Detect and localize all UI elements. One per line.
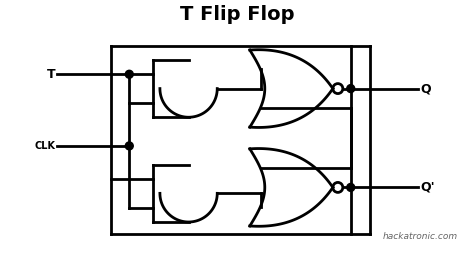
Text: hackatronic.com: hackatronic.com xyxy=(382,232,457,241)
Text: Q': Q' xyxy=(421,181,436,194)
Circle shape xyxy=(125,142,133,150)
Text: T: T xyxy=(46,68,55,81)
Circle shape xyxy=(347,183,355,191)
Text: Q: Q xyxy=(421,82,431,95)
Circle shape xyxy=(347,85,355,93)
Circle shape xyxy=(125,70,133,78)
Text: CLK: CLK xyxy=(34,141,55,151)
Title: T Flip Flop: T Flip Flop xyxy=(180,5,294,24)
